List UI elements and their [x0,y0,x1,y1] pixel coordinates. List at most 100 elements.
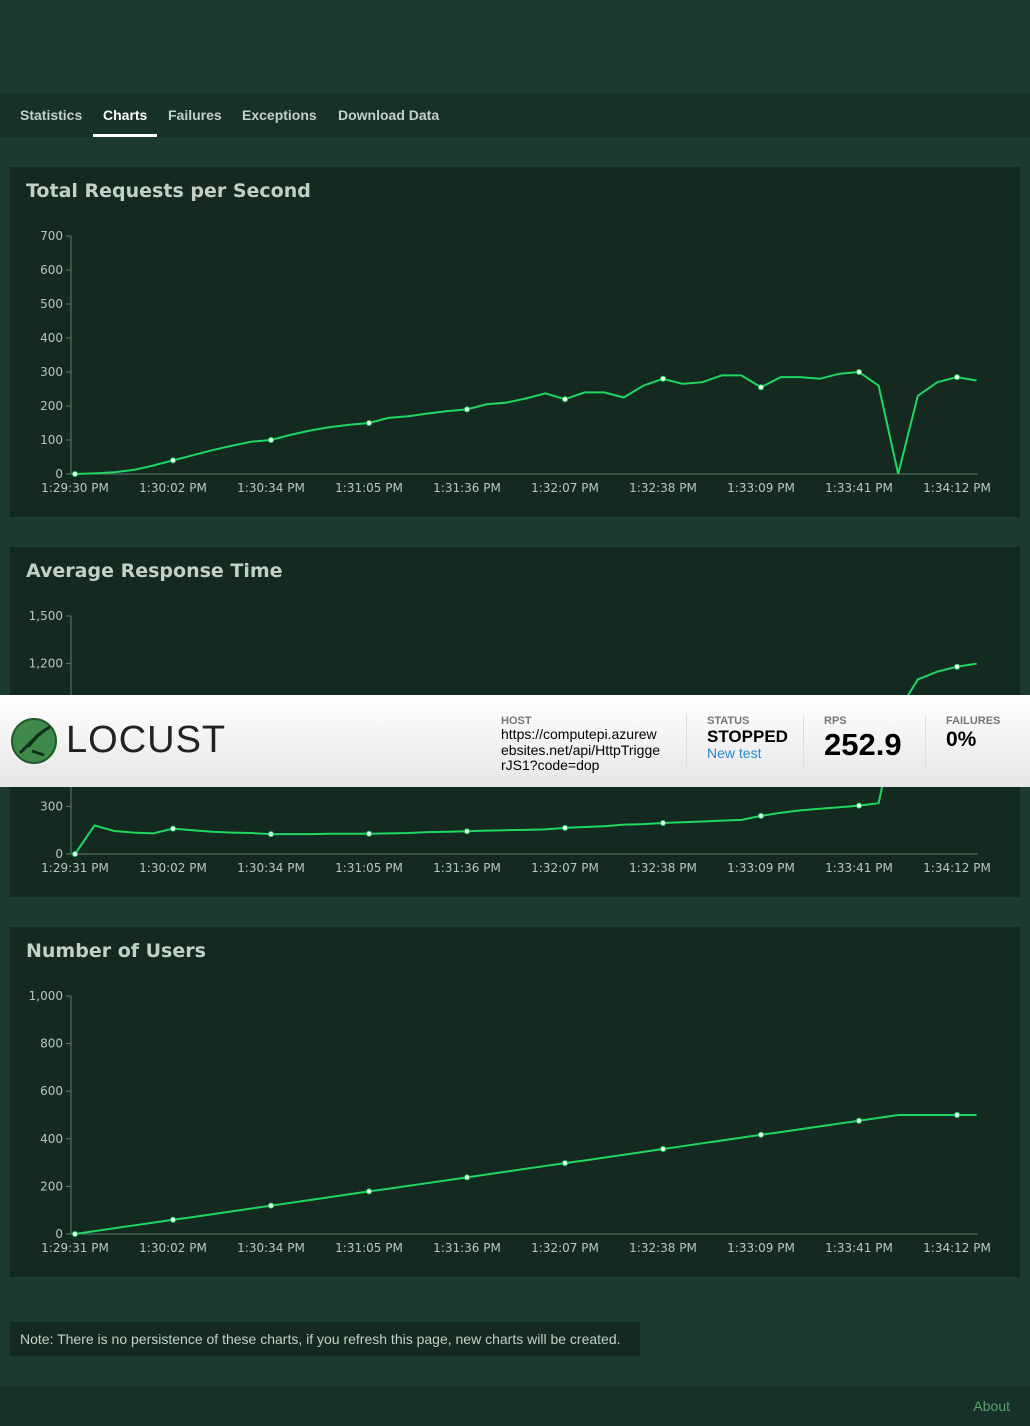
point [660,375,666,382]
x-tick-label: 1:34:12 PM [923,481,991,495]
point [562,1160,568,1167]
failures-label: FAILURES [946,715,1001,727]
x-tick-label: 1:31:36 PM [433,481,501,495]
x-tick-label: 1:30:34 PM [237,1241,305,1255]
x-tick-label: 1:30:02 PM [139,1241,207,1255]
logo-text: LOCUST [66,719,227,761]
host: https://computepi.azurewebsites.net/api/… [501,726,661,773]
chart: Total Requests per Second 0 100 200 300 400 50… [26,180,991,495]
tab[interactable]: Exceptions [242,107,317,123]
point [562,824,568,831]
x-tick-label: 1:32:07 PM [531,1241,599,1255]
point [758,1131,764,1138]
x-tick-label: 1:34:12 PM [923,1241,991,1255]
x-tick-label: 1:31:36 PM [433,861,501,875]
x-tick-label: 1:33:41 PM [825,481,893,495]
x-tick-label: 1:33:41 PM [825,861,893,875]
point [464,406,470,413]
point [856,1117,862,1124]
x-tick-label: 1:33:41 PM [825,1241,893,1255]
point [72,1231,78,1237]
y-tick-label: 800 [40,1037,63,1051]
point [660,820,666,827]
point [856,369,862,375]
point [954,374,960,381]
point [72,851,78,857]
y-tick-label: 0 [55,467,63,481]
y-tick-label: 0 [55,847,63,861]
tab[interactable]: Charts [92,93,158,137]
y-tick-label: 1,200 [29,657,63,671]
chart-title: Average Response Time [26,560,283,582]
y-tick-label: 1,500 [29,609,63,623]
status-label: STATUS [707,715,750,727]
footer: About [0,1386,1030,1426]
x-tick-label: 1:29:30 PM [41,481,109,495]
point [170,1216,176,1223]
y-tick-label: 400 [40,1132,63,1146]
x-tick-label: 1:32:38 PM [629,481,697,495]
point [170,457,176,464]
point [954,1112,960,1118]
x-tick-label: 1:33:09 PM [727,481,795,495]
host-label: HOST [501,715,532,727]
y-tick-label: 600 [40,263,63,277]
y-tick-label: 500 [40,297,63,311]
point [660,1146,666,1153]
chart-title: Number of Users [26,940,206,962]
x-tick-label: 1:32:07 PM [531,481,599,495]
point [758,812,764,819]
x-tick-label: 1:32:38 PM [629,1241,697,1255]
chart: Average Response Time03006009001,2001,50… [26,560,991,875]
y-tick-label: 400 [40,331,63,345]
point [170,825,176,832]
failures: 0% [946,728,977,751]
tab[interactable]: Statistics [20,107,83,123]
chart: Number of Users 0 200 400 600 800 1,000 1:29:31… [26,940,991,1255]
point [366,830,372,837]
y-tick-label: 200 [40,1179,63,1193]
nav-bar: Statistics Charts Failures Exceptions Do… [0,93,1030,137]
y-tick-label: 300 [40,799,63,813]
x-tick-label: 1:34:12 PM [923,861,991,875]
x-tick-label: 1:30:34 PM [237,481,305,495]
y-tick-label: 0 [55,1227,63,1241]
point [268,831,274,838]
x-tick-label: 1:31:05 PM [335,1241,403,1255]
logo-icon [11,718,57,764]
line [74,1114,977,1235]
new-test-link[interactable]: New test [707,745,762,761]
status: STOPPED [707,727,788,746]
line [74,370,977,475]
point [268,437,274,443]
x-tick-label: 1:33:09 PM [727,1241,795,1255]
x-tick-label: 1:32:07 PM [531,861,599,875]
point [72,471,78,477]
point [268,1202,274,1209]
rps-label: RPS [824,715,847,727]
x-tick-label: 1:30:34 PM [237,861,305,875]
point [366,1188,372,1195]
y-tick-label: 100 [40,433,63,447]
line [74,662,977,855]
x-tick-label: 1:31:36 PM [433,1241,501,1255]
point [464,828,470,835]
point [856,802,862,809]
tab[interactable]: Download Data [338,107,440,123]
x-tick-label: 1:32:38 PM [629,861,697,875]
y-tick-label: 1,000 [29,989,63,1003]
x-tick-label: 1:33:09 PM [727,861,795,875]
y-tick-label: 700 [40,229,63,243]
tab[interactable]: Failures [168,107,222,123]
point [758,384,764,391]
about-link[interactable]: About [973,1398,1010,1414]
chart-panel: Total Requests per Second 0 100 200 300 400 50… [10,167,1020,517]
top-bar: LOCUST HOST https://computepi.azurewebsi… [0,695,1030,787]
rps: 252.9 [824,727,902,762]
x-tick-label: 1:30:02 PM [139,861,207,875]
chart-panel: Number of Users 0 200 400 600 800 1,000 1:29:31… [10,927,1020,1277]
x-tick-label: 1:31:05 PM [335,481,403,495]
point [954,663,960,670]
note: Note: There is no persistence of these c… [10,1322,640,1356]
